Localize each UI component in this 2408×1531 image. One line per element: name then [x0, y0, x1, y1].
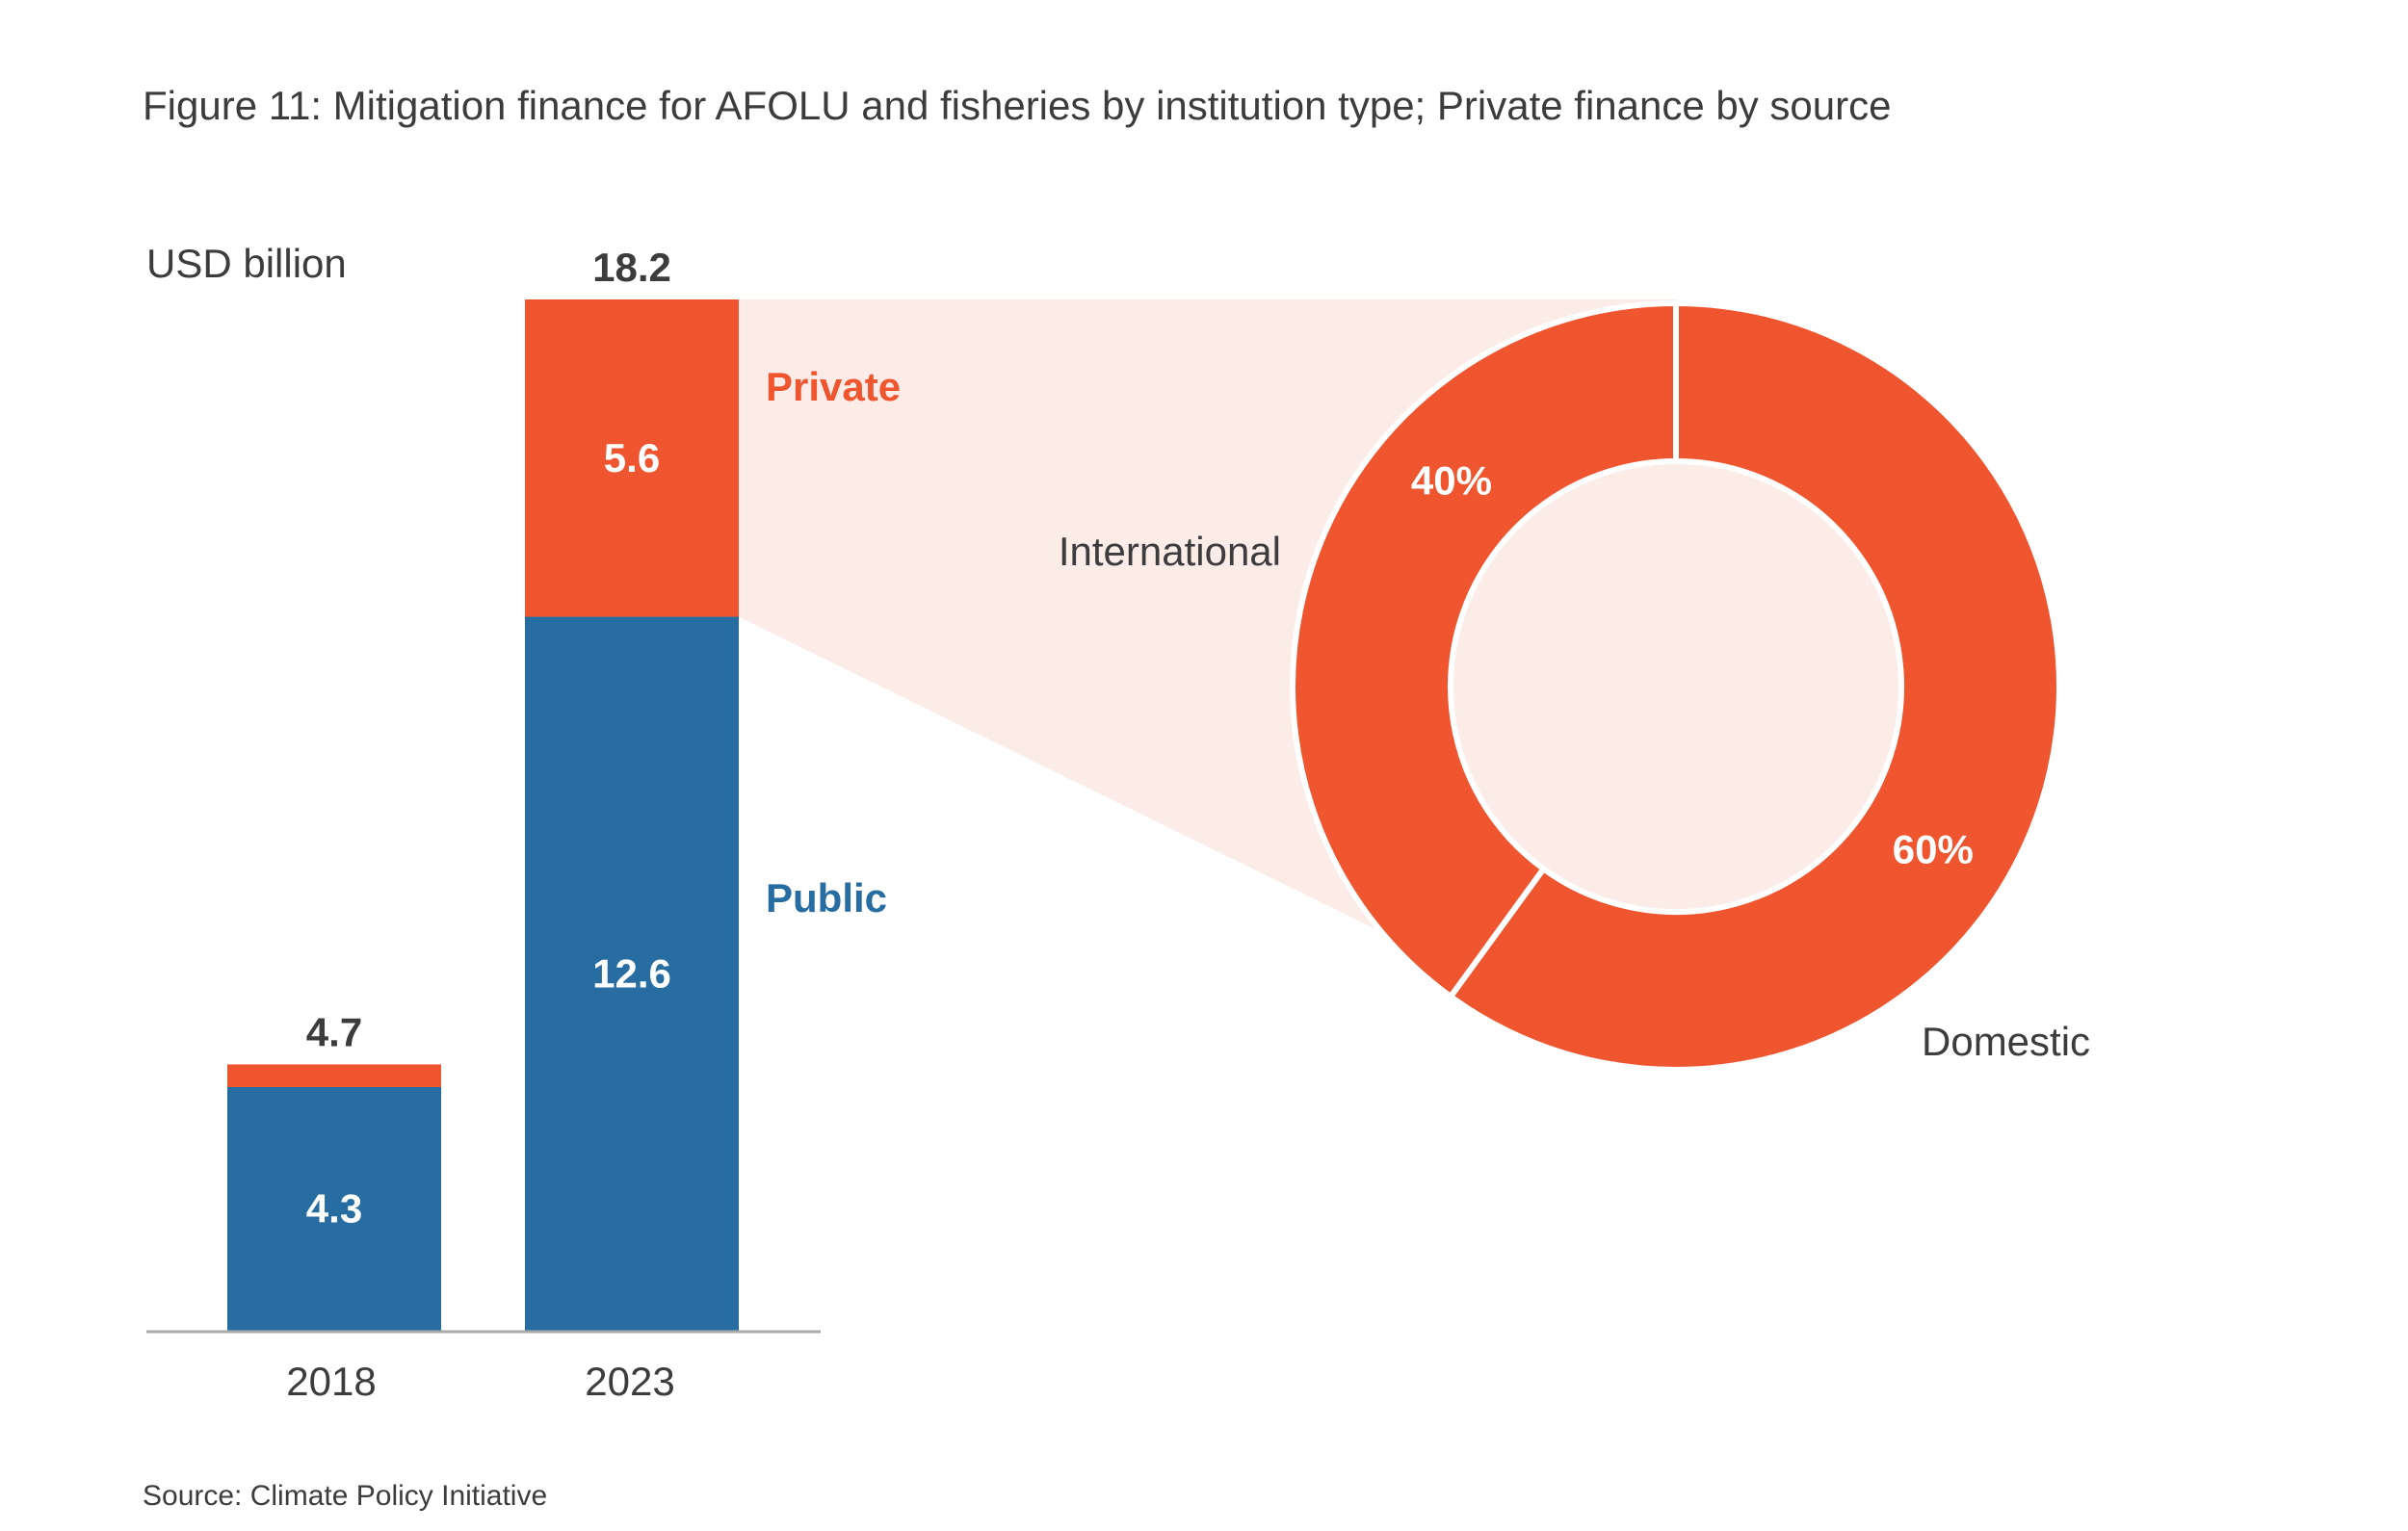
donut-category-label-domestic: Domestic	[1922, 1019, 2090, 1064]
x-tick-label-2023: 2023	[585, 1359, 674, 1404]
donut-category-label-international: International	[1059, 529, 1281, 574]
figure-title: Figure 11: Mitigation finance for AFOLU …	[143, 83, 1891, 128]
donut-chart: 40% 60%	[1290, 299, 2062, 1073]
donut-pct-label-domestic: 60%	[1893, 826, 1974, 871]
donut-pct-label-international: 40%	[1411, 458, 1492, 504]
legend-label-public: Public	[766, 875, 887, 921]
donut-slice-domestic	[1446, 299, 2062, 1073]
legend-label-private: Private	[766, 364, 901, 409]
source-note: Source: Climate Policy Initiative	[143, 1480, 547, 1512]
bar-total-label-2018: 4.7	[306, 1009, 362, 1054]
x-tick-label-2018: 2018	[286, 1359, 376, 1404]
bar-value-label-public-2023: 12.6	[592, 950, 671, 996]
bar-value-label-private-2023: 5.6	[604, 435, 660, 480]
bar-segment-public-2023	[525, 616, 739, 1331]
bar-total-label-2023: 18.2	[592, 245, 671, 290]
bar-segment-private-2018	[227, 1064, 441, 1087]
bar-segment-public-2018	[227, 1086, 441, 1331]
donut-slice-international	[1290, 299, 1679, 1001]
stacked-bar-chart: 4.3 4.7 12.6 5.6 18.2	[227, 245, 739, 1331]
bar-value-label-public-2018: 4.3	[306, 1185, 362, 1231]
y-unit-label: USD billion	[146, 241, 347, 286]
bar-segment-private-2023	[525, 299, 739, 617]
